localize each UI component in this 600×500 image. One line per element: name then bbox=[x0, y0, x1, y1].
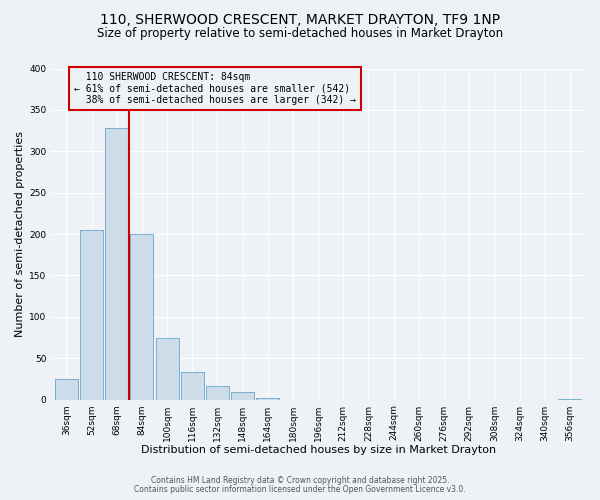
Text: Contains HM Land Registry data © Crown copyright and database right 2025.: Contains HM Land Registry data © Crown c… bbox=[151, 476, 449, 485]
X-axis label: Distribution of semi-detached houses by size in Market Drayton: Distribution of semi-detached houses by … bbox=[140, 445, 496, 455]
Bar bbox=[559, 399, 581, 400]
Text: Size of property relative to semi-detached houses in Market Drayton: Size of property relative to semi-detach… bbox=[97, 28, 503, 40]
Bar bbox=[155, 338, 179, 400]
Text: 110, SHERWOOD CRESCENT, MARKET DRAYTON, TF9 1NP: 110, SHERWOOD CRESCENT, MARKET DRAYTON, … bbox=[100, 12, 500, 26]
Bar bbox=[80, 230, 103, 400]
Text: 110 SHERWOOD CRESCENT: 84sqm
← 61% of semi-detached houses are smaller (542)
  3: 110 SHERWOOD CRESCENT: 84sqm ← 61% of se… bbox=[74, 72, 356, 105]
Bar bbox=[130, 234, 154, 400]
Bar bbox=[256, 398, 280, 400]
Text: Contains public sector information licensed under the Open Government Licence v3: Contains public sector information licen… bbox=[134, 484, 466, 494]
Bar bbox=[105, 128, 128, 400]
Bar bbox=[181, 372, 204, 400]
Y-axis label: Number of semi-detached properties: Number of semi-detached properties bbox=[15, 131, 25, 337]
Bar bbox=[231, 392, 254, 400]
Bar bbox=[206, 386, 229, 400]
Bar bbox=[55, 379, 78, 400]
